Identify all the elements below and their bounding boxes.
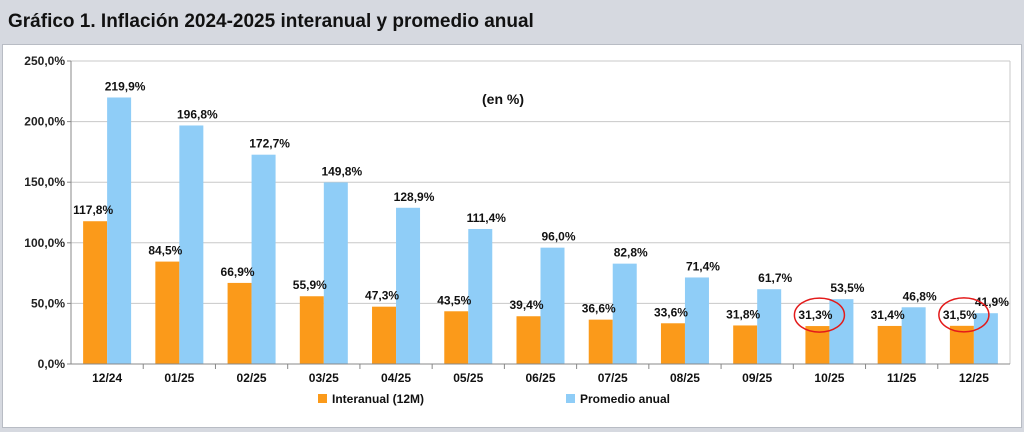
bar-interanual (227, 282, 252, 364)
data-label-layer: 117,8% 219,9% 84,5% 196,8% 66,9% 172,7% 55,9% 1… (73, 79, 1009, 333)
legend-label-interanual: Interanual (12M) (332, 392, 424, 406)
bar-promedio (973, 313, 998, 364)
bar-promedio (468, 228, 493, 364)
legend-swatch-interanual (318, 394, 327, 403)
unit-note: (en %) (482, 91, 524, 107)
data-label-interanual: 47,3% (365, 289, 399, 303)
chart-title: Gráfico 1. Inflación 2024-2025 interanua… (8, 11, 534, 32)
y-tick-label: 100,0% (24, 236, 65, 250)
data-label-interanual: 66,9% (221, 265, 255, 279)
bar-interanual (588, 319, 613, 364)
x-tick-label: 09/25 (742, 371, 772, 385)
data-label-interanual: 39,4% (509, 298, 543, 312)
bar-promedio (396, 207, 421, 364)
x-tick-label: 12/24 (92, 371, 122, 385)
bar-interanual (372, 306, 397, 364)
data-label-interanual: 31,8% (726, 307, 760, 321)
data-label-interanual: 55,9% (293, 278, 327, 292)
legend-swatch-promedio (566, 394, 575, 403)
data-label-promedio: 196,8% (177, 107, 218, 121)
data-label-promedio: 111,4% (467, 211, 507, 225)
bar-promedio (829, 299, 854, 364)
data-label-promedio: 61,7% (758, 271, 792, 285)
data-label-interanual: 43,5% (437, 293, 471, 307)
bar-interanual (155, 261, 180, 364)
x-tick-label: 10/25 (814, 371, 844, 385)
x-tick-label: 01/25 (164, 371, 194, 385)
data-label-promedio: 149,8% (321, 164, 362, 178)
legend-label-promedio: Promedio anual (580, 392, 670, 406)
highlight-circle (793, 297, 846, 333)
data-label-promedio: 82,8% (614, 246, 648, 260)
data-label-interanual: 31,3% (798, 308, 832, 322)
y-tick-label: 250,0% (24, 54, 65, 68)
data-label-promedio: 46,8% (903, 289, 937, 303)
bar-promedio (251, 154, 276, 364)
bar-promedio (540, 247, 565, 364)
x-tick-label: 02/25 (237, 371, 267, 385)
x-tick-label: 05/25 (453, 371, 483, 385)
x-tick-label: 04/25 (381, 371, 411, 385)
y-tick-label: 200,0% (24, 115, 65, 129)
data-label-promedio: 41,9% (975, 295, 1009, 309)
legend: Interanual (12M) Promedio anual (318, 392, 670, 406)
y-tick-label: 0,0% (38, 357, 66, 371)
bar-promedio (757, 289, 782, 364)
data-label-promedio: 96,0% (541, 230, 575, 244)
x-tick-label: 08/25 (670, 371, 700, 385)
bar-layer (83, 97, 998, 365)
y-tick-label: 50,0% (31, 296, 65, 310)
bar-interanual (660, 323, 685, 364)
axis-layer: 0,0% 50,0% 100,0% 150,0% 200,0% 250,0% 12/24 01… (24, 54, 1011, 385)
bar-promedio (901, 307, 926, 364)
x-tick-label: 11/25 (887, 371, 917, 385)
bar-interanual (83, 221, 108, 364)
data-label-interanual: 36,6% (582, 302, 616, 316)
data-label-interanual: 31,4% (871, 308, 905, 322)
highlight-circle (938, 297, 990, 333)
y-tick-label: 150,0% (24, 175, 65, 189)
data-label-promedio: 219,9% (105, 79, 146, 93)
bar-promedio (179, 125, 204, 365)
data-label-interanual: 84,5% (148, 244, 182, 258)
bar-promedio (107, 97, 132, 364)
bar-interanual (299, 296, 324, 364)
bar-interanual (877, 325, 902, 364)
x-tick-label: 06/25 (525, 371, 555, 385)
data-label-promedio: 172,7% (249, 137, 290, 151)
bar-promedio (323, 182, 348, 364)
bar-interanual (444, 311, 469, 364)
data-label-interanual: 117,8% (73, 203, 113, 217)
x-tick-label: 03/25 (309, 371, 339, 385)
data-label-interanual: 31,5% (943, 308, 977, 322)
bar-interanual (516, 316, 541, 364)
bar-promedio (612, 263, 637, 364)
x-tick-label: 12/25 (959, 371, 989, 385)
bar-promedio (684, 277, 709, 364)
data-label-interanual: 33,6% (654, 305, 688, 319)
data-label-promedio: 128,9% (394, 190, 435, 204)
bar-interanual (733, 325, 758, 364)
data-label-promedio: 71,4% (686, 259, 720, 273)
data-label-promedio: 53,5% (830, 281, 864, 295)
x-tick-label: 07/25 (598, 371, 628, 385)
